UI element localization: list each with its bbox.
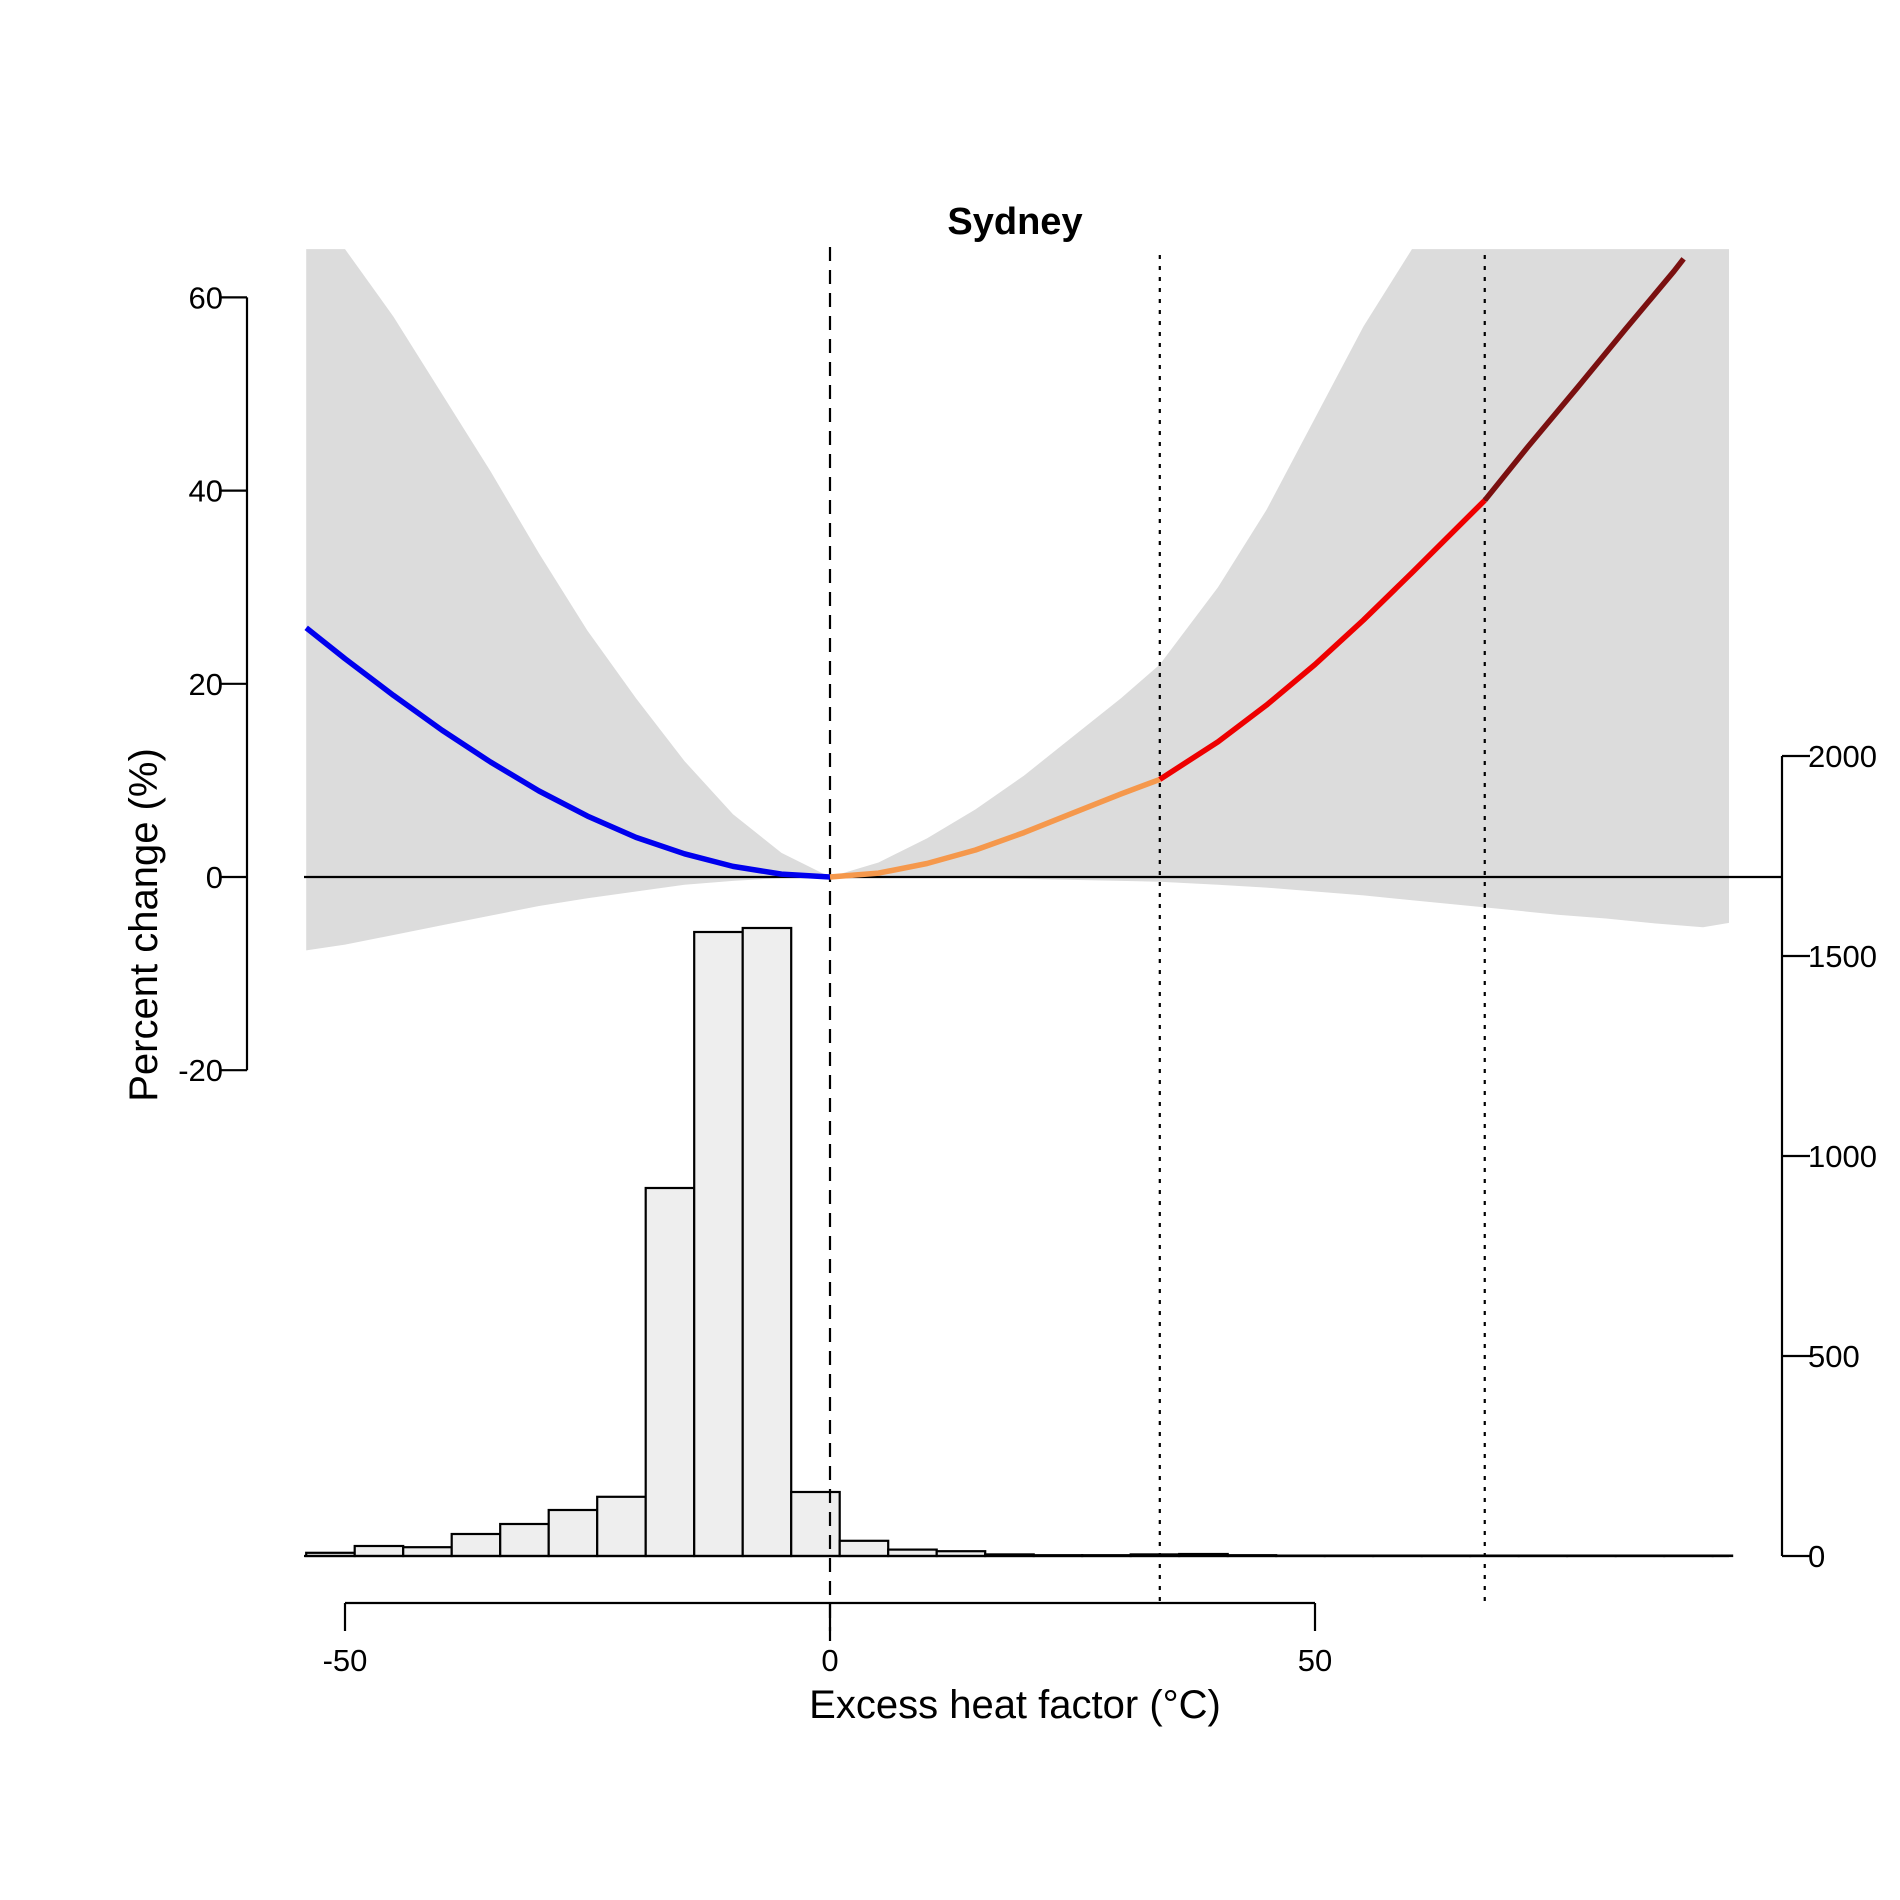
y-axis-left-tick-label: -20	[178, 1053, 223, 1088]
curve-segment	[1482, 257, 1686, 503]
y-axis-right-tick-label: 2000	[1808, 739, 1877, 774]
curve-segment	[829, 776, 1161, 880]
histogram-layer	[305, 926, 1734, 1558]
curve-segment	[304, 625, 831, 880]
histogram-bar	[547, 1508, 599, 1558]
histogram-bar	[741, 926, 793, 1558]
y-axis-right-tick-label: 500	[1808, 1339, 1860, 1374]
y-axis-left-tick-label: 20	[189, 667, 223, 702]
y-axis-left-tick-label: 40	[189, 474, 223, 509]
ci-band	[306, 249, 1729, 951]
histogram-bar	[353, 1544, 405, 1558]
ci-band-layer	[306, 249, 1729, 951]
x-axis-tick-label: 50	[1298, 1643, 1332, 1678]
y-axis-left-tick-label: 60	[189, 280, 223, 315]
y-axis-right-tick-label: 0	[1808, 1539, 1825, 1574]
curve-layer	[304, 257, 1686, 880]
histogram-bar	[402, 1546, 453, 1558]
histogram-bar	[693, 930, 744, 1558]
chart-title: Sydney	[947, 201, 1082, 243]
x-axis-tick-label: -50	[323, 1643, 368, 1678]
histogram-bar	[596, 1495, 647, 1558]
y-axis-left-tick-label: 0	[206, 860, 223, 895]
reference-lines-layer	[304, 247, 1782, 1641]
axes-layer: 60 40 20 0 -20 2000 1500 1000 500 0 -50 0 50	[178, 280, 1877, 1678]
x-axis-title: Excess heat factor (°C)	[809, 1683, 1221, 1727]
histogram-bar	[450, 1532, 502, 1558]
histogram-bar	[644, 1186, 696, 1558]
histogram-bar	[499, 1522, 550, 1558]
x-axis-tick-label: 0	[821, 1643, 838, 1678]
histogram-bar	[790, 1490, 841, 1558]
y-axis-right-tick-label: 1000	[1808, 1139, 1877, 1174]
y-axis-title: Percent change (%)	[122, 748, 166, 1102]
curve-segment	[1158, 498, 1487, 782]
histogram-bar	[838, 1539, 890, 1558]
y-axis-right-tick-label: 1500	[1808, 939, 1877, 974]
